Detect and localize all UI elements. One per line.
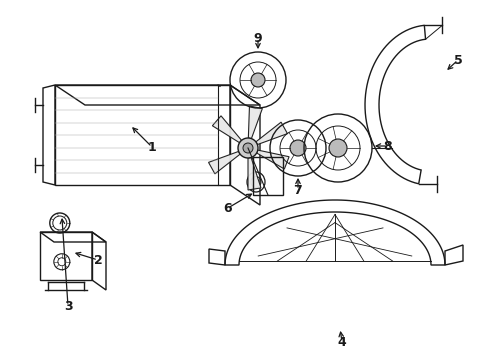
Circle shape [251, 73, 265, 87]
Text: 4: 4 [338, 336, 346, 348]
Text: 1: 1 [147, 140, 156, 153]
Bar [253, 157, 283, 195]
Polygon shape [256, 122, 288, 145]
Polygon shape [212, 116, 242, 143]
Polygon shape [209, 152, 240, 174]
Polygon shape [248, 106, 262, 139]
Circle shape [238, 138, 258, 158]
Polygon shape [257, 150, 289, 169]
Text: 3: 3 [64, 300, 73, 312]
Text: 9: 9 [254, 32, 262, 45]
Polygon shape [248, 158, 261, 190]
Text: 8: 8 [384, 140, 392, 153]
Text: 2: 2 [94, 253, 102, 266]
Text: 7: 7 [294, 184, 302, 197]
Text: 6: 6 [224, 202, 232, 215]
Circle shape [243, 143, 253, 153]
Circle shape [290, 140, 306, 156]
Text: 5: 5 [454, 54, 463, 67]
Circle shape [329, 139, 347, 157]
